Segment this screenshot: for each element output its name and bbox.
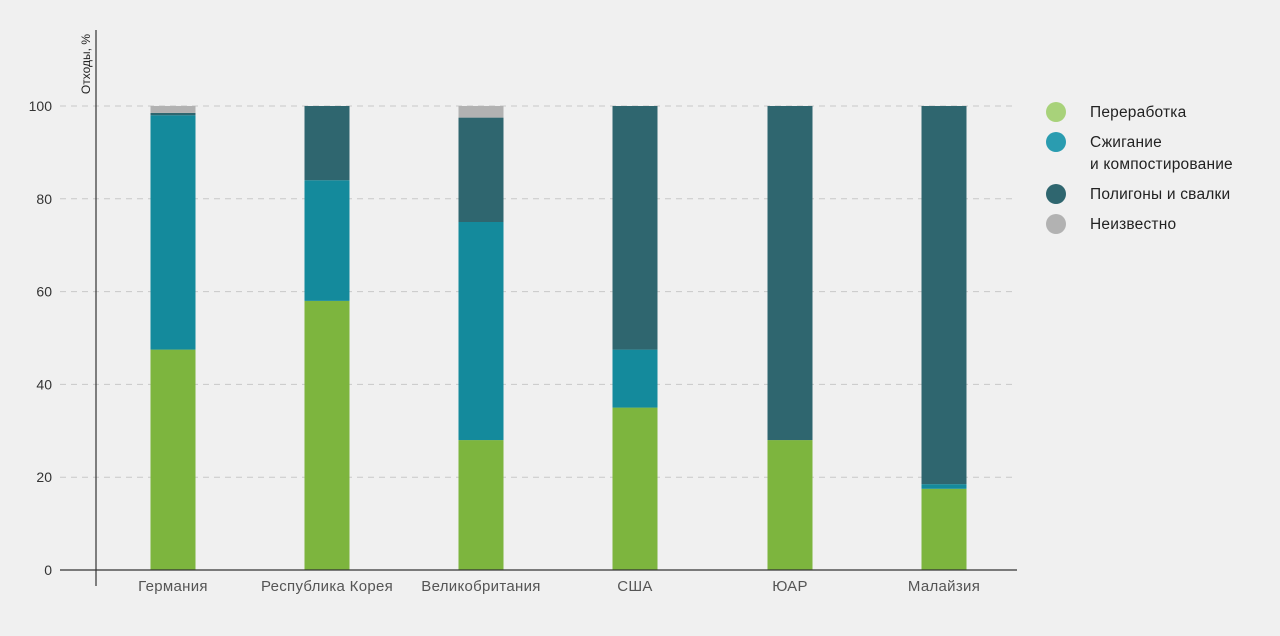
bar-segment <box>304 106 350 181</box>
y-axis-title: Отходы, % <box>79 34 93 94</box>
bar-segment <box>458 117 504 222</box>
y-tick-label: 0 <box>44 562 52 578</box>
x-tick-label: ЮАР <box>772 578 808 595</box>
x-tick-label: Малайзия <box>908 578 980 595</box>
bar-segment <box>304 180 350 301</box>
y-tick-label: 40 <box>36 376 52 392</box>
bar-segment <box>150 112 196 116</box>
legend-item-unknown: Неизвестно <box>1046 214 1276 236</box>
bar-segment <box>458 440 504 570</box>
bar-segment <box>612 106 658 350</box>
y-tick-label: 20 <box>36 469 52 485</box>
bar-segment <box>150 349 196 570</box>
y-tick-label: 100 <box>29 98 53 114</box>
legend-swatch-landfills <box>1046 184 1066 204</box>
bar-segment <box>150 115 196 350</box>
bar-segment <box>921 106 967 485</box>
x-tick-label: Германия <box>138 578 208 595</box>
legend-swatch-incineration <box>1046 132 1066 152</box>
bar-segment <box>767 440 813 570</box>
bar-segment <box>921 484 967 489</box>
x-tick-label: Великобритания <box>421 578 540 595</box>
x-tick-label: США <box>617 578 653 595</box>
legend-label-incineration: Сжигание и компостирование <box>1090 134 1233 173</box>
bar-segment <box>612 349 658 408</box>
bar-segment <box>612 407 658 570</box>
y-tick-label: 60 <box>36 284 52 300</box>
legend-label-recycling: Переработка <box>1090 104 1187 121</box>
legend-label-unknown: Неизвестно <box>1090 216 1177 233</box>
legend-item-incineration: Сжигание и компостирование <box>1046 132 1276 176</box>
legend: Переработка Сжигание и компостирование П… <box>1046 102 1276 244</box>
bar-segment <box>150 106 196 113</box>
legend-label-landfills: Полигоны и свалки <box>1090 186 1231 203</box>
y-tick-label: 80 <box>36 191 52 207</box>
legend-swatch-unknown <box>1046 214 1066 234</box>
legend-swatch-recycling <box>1046 102 1066 122</box>
legend-item-recycling: Переработка <box>1046 102 1276 124</box>
x-tick-label: Республика Корея <box>261 578 393 595</box>
bar-segment <box>767 106 813 441</box>
bar-segment <box>921 488 967 570</box>
legend-item-landfills: Полигоны и свалки <box>1046 184 1276 206</box>
bar-segment <box>304 300 350 570</box>
bar-segment <box>458 106 504 118</box>
bar-segment <box>458 222 504 441</box>
